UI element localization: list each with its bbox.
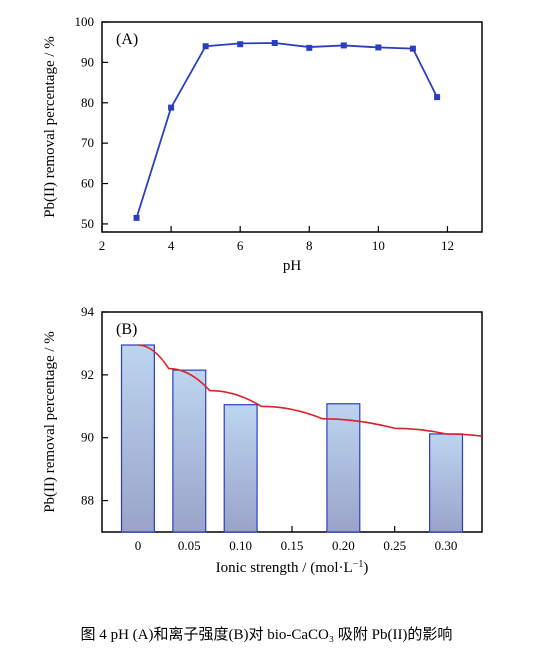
chart-a-ytick: 80 xyxy=(81,95,94,110)
chart-b-ytick: 92 xyxy=(81,367,94,382)
chart-a-marker xyxy=(168,105,174,111)
chart-a-marker xyxy=(306,45,312,51)
chart-b-ylabel: Pb(II) removal percentage / % xyxy=(42,331,58,513)
page: 2 4 6 8 10 12 50 60 70 80 90 100 pH Pb(II) removal pe… xyxy=(0,0,533,654)
chart-b-xtick: 0.05 xyxy=(178,538,201,553)
chart-b-xtick: 0.10 xyxy=(229,538,252,553)
chart-a-xtick: 12 xyxy=(441,238,454,253)
chart-b: 0 0.05 0.10 0.15 0.20 0.25 0.30 88 90 92 94 Ionic s… xyxy=(30,300,496,582)
chart-a-marker xyxy=(434,94,440,100)
chart-a-ytick: 60 xyxy=(81,176,94,191)
chart-b-bar xyxy=(430,434,463,532)
chart-b-xtick: 0.20 xyxy=(332,538,355,553)
chart-b-bar xyxy=(224,405,257,532)
chart-a-xtick: 10 xyxy=(372,238,385,253)
chart-a-marker xyxy=(375,44,381,50)
chart-a-xlabel: pH xyxy=(283,258,302,274)
caption-prefix: 图 4 xyxy=(81,627,111,643)
chart-b-xtick: 0.15 xyxy=(281,538,304,553)
chart-b-xtick: 0 xyxy=(135,538,142,553)
chart-a-panel-label: (A) xyxy=(116,31,138,48)
chart-a-marker xyxy=(237,41,243,47)
chart-b-panel-label: (B) xyxy=(116,321,137,338)
chart-b-bar xyxy=(327,404,360,532)
chart-a-marker xyxy=(203,43,209,49)
chart-a-container: 2 4 6 8 10 12 50 60 70 80 90 100 pH Pb(II) removal pe… xyxy=(30,10,503,290)
chart-a-marker xyxy=(272,40,278,46)
chart-b-xtick: 0.25 xyxy=(383,538,406,553)
chart-a-ytick: 70 xyxy=(81,135,94,150)
figure-caption: 图 4 pH (A)和离子强度(B)对 bio-CaCO₃ 吸附 Pb(II)的… xyxy=(0,623,533,644)
chart-b-bar xyxy=(173,370,206,532)
chart-a-marker xyxy=(134,215,140,221)
chart-b-xlabel: Ionic strength / (mol·L−1) xyxy=(216,559,369,577)
chart-a-ytick: 90 xyxy=(81,54,94,69)
chart-a-frame xyxy=(102,22,482,232)
chart-b-ytick: 94 xyxy=(81,304,95,319)
chart-a-marker xyxy=(410,46,416,52)
chart-b-xtick: 0.30 xyxy=(435,538,458,553)
chart-a-ytick: 50 xyxy=(81,216,94,231)
chart-a-xtick: 2 xyxy=(99,238,106,253)
chart-a-marker xyxy=(341,42,347,48)
chart-a-xtick: 4 xyxy=(168,238,175,253)
chart-a-xtick: 6 xyxy=(237,238,244,253)
chart-b-ytick: 88 xyxy=(81,493,94,508)
chart-a-ytick: 100 xyxy=(75,14,95,29)
chart-b-ytick: 90 xyxy=(81,430,94,445)
chart-b-container: 0 0.05 0.10 0.15 0.20 0.25 0.30 88 90 92 94 Ionic s… xyxy=(30,300,503,590)
chart-b-frame xyxy=(102,312,482,532)
chart-a-ylabel: Pb(II) removal percentage / % xyxy=(42,36,58,218)
chart-a: 2 4 6 8 10 12 50 60 70 80 90 100 pH Pb(II) removal pe… xyxy=(30,10,496,278)
chart-b-bar xyxy=(122,345,155,532)
chart-a-xtick: 8 xyxy=(306,238,313,253)
caption-text: pH (A)和离子强度(B)对 bio-CaCO₃ 吸附 Pb(II)的影响 xyxy=(111,627,453,643)
